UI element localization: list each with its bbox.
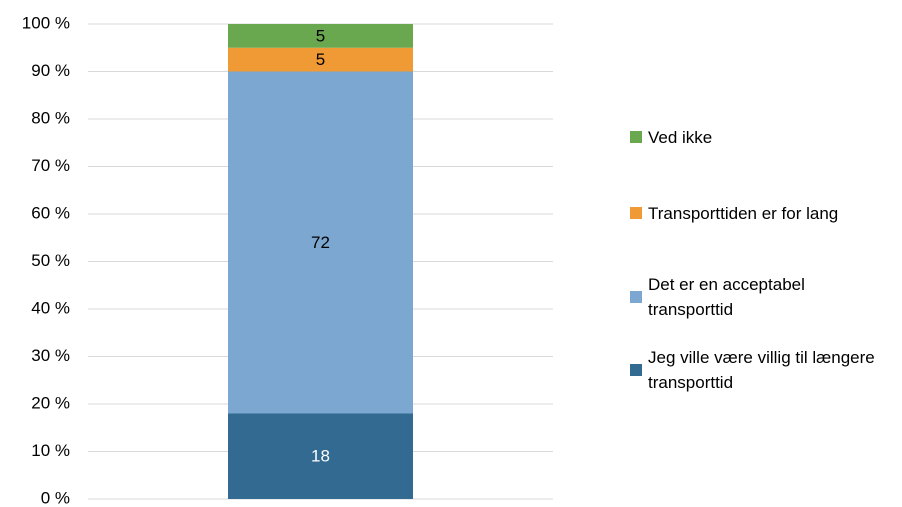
legend-item: Det er en acceptabel transporttid — [630, 272, 895, 322]
legend-label: Ved ikke — [648, 127, 713, 147]
legend-item: Transporttiden er for lang — [630, 201, 895, 226]
y-tick-label: 60 % — [31, 203, 70, 222]
y-tick-label: 30 % — [31, 346, 70, 365]
y-tick-label: 20 % — [31, 393, 70, 412]
legend-label: Det er en acceptabel transporttid — [648, 275, 805, 319]
y-tick-label: 70 % — [31, 156, 70, 175]
y-tick-label: 50 % — [31, 251, 70, 270]
legend-item: Jeg ville være villig til længere transp… — [630, 345, 895, 395]
legend-swatch — [630, 291, 642, 303]
legend-item: Ved ikke — [630, 125, 895, 150]
y-tick-label: 90 % — [31, 61, 70, 80]
legend-swatch — [630, 131, 642, 143]
data-label: 72 — [311, 233, 330, 252]
data-label: 5 — [316, 50, 325, 69]
legend-swatch — [630, 207, 642, 219]
data-label: 5 — [316, 26, 325, 45]
legend-label: Jeg ville være villig til længere transp… — [648, 348, 875, 392]
bar-segment — [228, 71, 413, 414]
legend-swatch — [630, 364, 642, 376]
data-label: 18 — [311, 447, 330, 466]
legend-label: Transporttiden er for lang — [648, 203, 839, 223]
y-tick-label: 80 % — [31, 108, 70, 127]
y-tick-label: 40 % — [31, 298, 70, 317]
y-tick-label: 10 % — [31, 441, 70, 460]
bar-segment — [228, 413, 413, 499]
y-tick-label: 0 % — [41, 488, 70, 507]
bar-segment — [228, 24, 413, 48]
bar-segment — [228, 47, 413, 72]
y-tick-label: 100 % — [22, 13, 70, 32]
